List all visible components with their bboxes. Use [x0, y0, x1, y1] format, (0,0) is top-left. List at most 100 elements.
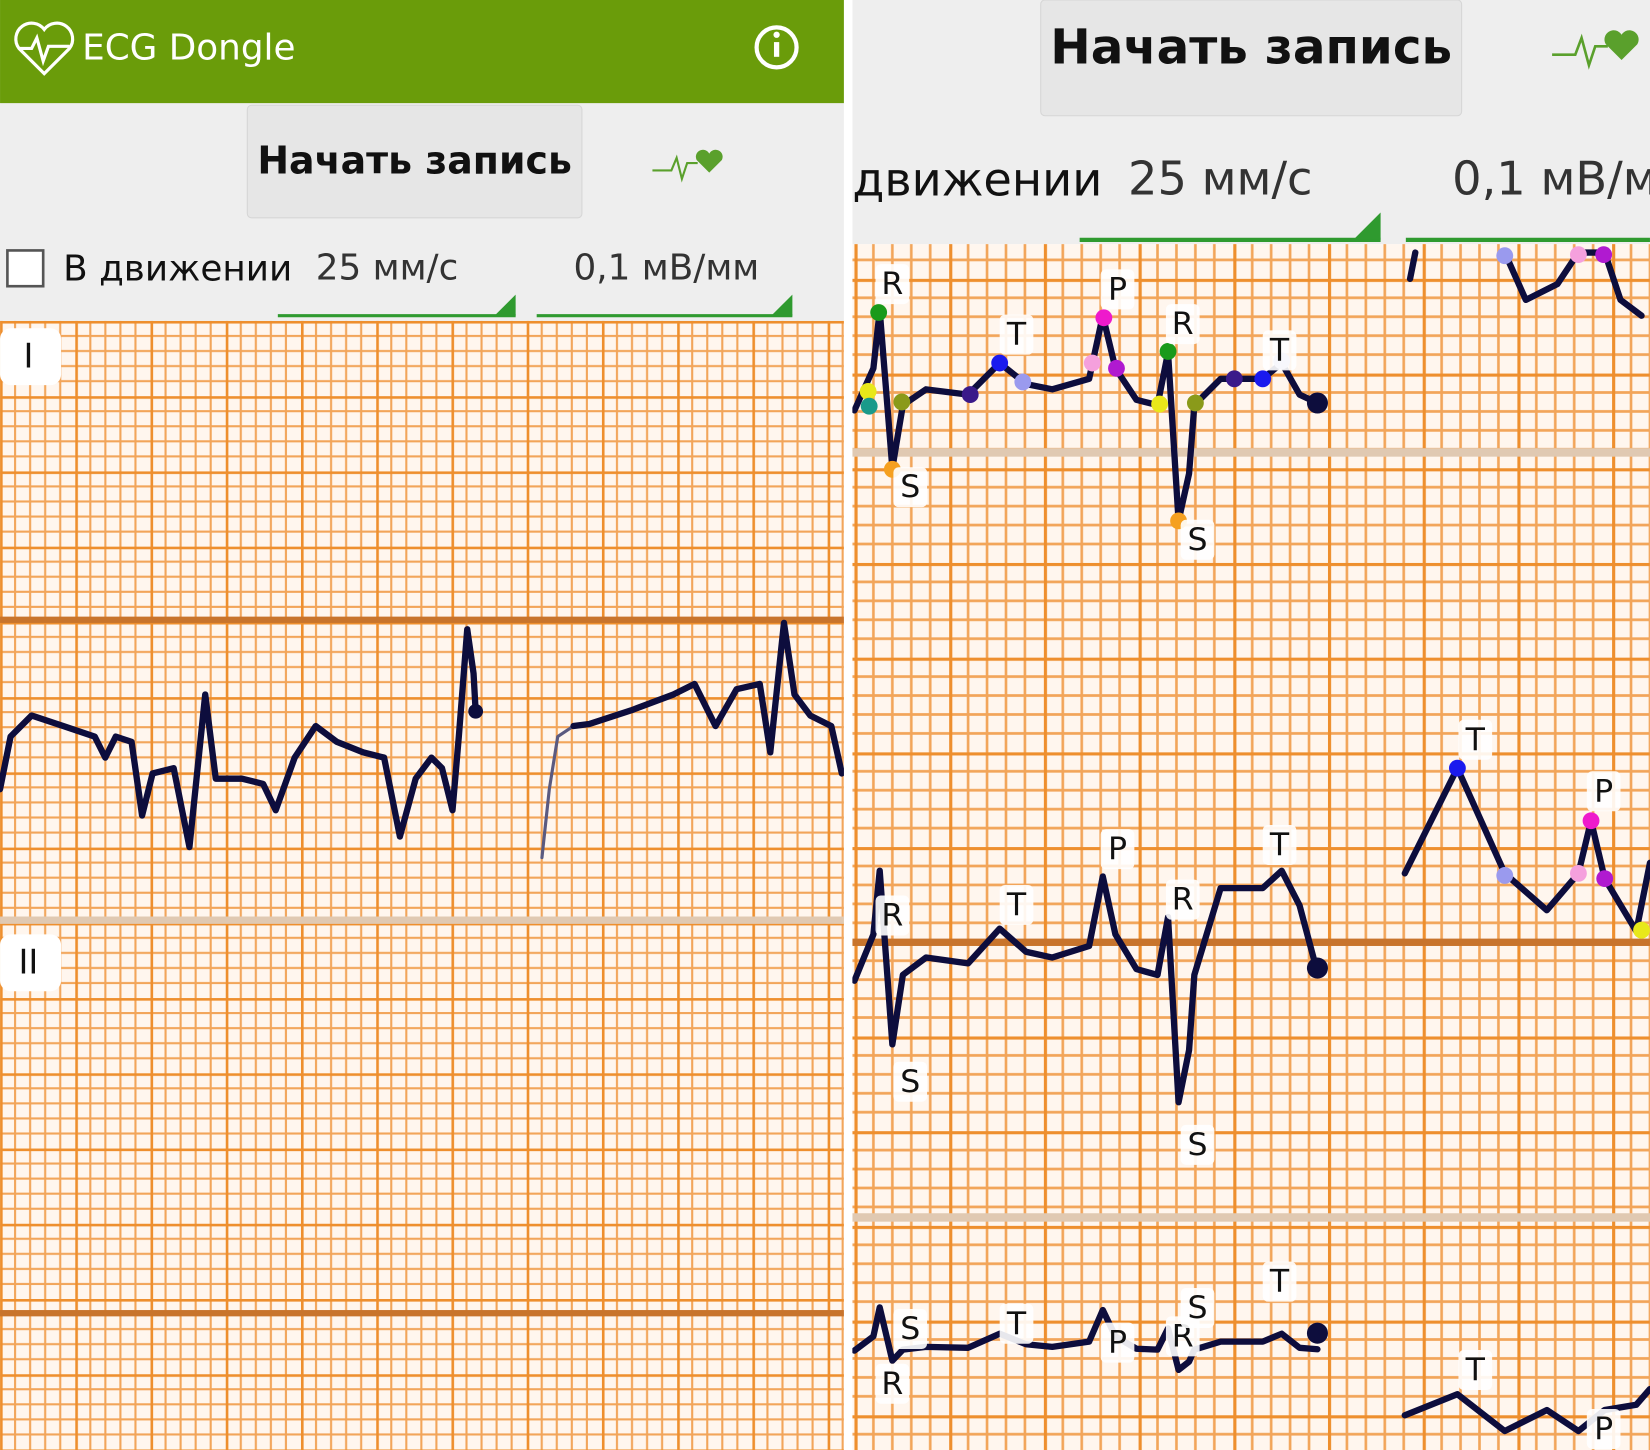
record-button-label: Начать запись: [257, 139, 572, 183]
fiducial-dot: [1496, 247, 1514, 265]
ecg-trace: [0, 626, 479, 851]
annotation-badge: [875, 895, 910, 936]
speed-spinner[interactable]: 25 мм/с: [1128, 152, 1312, 206]
lead-badge: [0, 934, 62, 992]
moving-checkbox-label: В движении: [63, 248, 292, 289]
annotation-badge: [1262, 824, 1297, 865]
fiducial-dot: [1582, 812, 1600, 830]
ecg-trace: [570, 619, 845, 777]
record-button-label: Начать запись: [1050, 20, 1452, 76]
annotation-label: R: [881, 266, 903, 302]
annotation-label: S: [1187, 1290, 1207, 1326]
annotation-badge: [1165, 879, 1200, 920]
spinner-arrow: [1353, 212, 1381, 240]
lead-label: I: [23, 336, 33, 375]
annotation-label: S: [1187, 522, 1207, 558]
fiducial-dot: [859, 383, 877, 400]
panel-gap: [843, 0, 853, 1450]
annotation-badge: [893, 1061, 928, 1102]
lead-divider: [0, 916, 844, 924]
left-panel: ECG Dongle Начать запись В движении 25 м…: [0, 0, 845, 1450]
annotation-badge: [999, 314, 1034, 355]
annotation-label: R: [881, 1366, 903, 1402]
app-title: ECG Dongle: [82, 27, 295, 68]
fiducial-dot: [1633, 921, 1650, 939]
fiducial-dot: [1225, 370, 1243, 388]
annotation-badge: [875, 1363, 910, 1404]
record-button[interactable]: [1040, 0, 1463, 117]
fiducial-dot: [1095, 309, 1113, 327]
annotation-label: T: [1269, 827, 1290, 863]
app-bar: [0, 0, 844, 104]
annotation-badge: [1100, 1322, 1135, 1363]
fiducial-dot: [1186, 394, 1204, 412]
fiducial-dot: [1254, 370, 1272, 388]
baseline: [0, 616, 844, 623]
annotation-badge: [1180, 519, 1215, 560]
annotation-label: T: [1465, 1352, 1486, 1388]
annotation-badge: [1262, 1261, 1297, 1302]
right-panel: Начать запись движении 25 мм/с 0,1 мВ/м …: [851, 0, 1650, 1450]
fiducial-dot: [991, 354, 1009, 372]
annotation-label: S: [1187, 1127, 1207, 1163]
moving-checkbox-label: движении: [852, 153, 1102, 207]
annotation-badge: [1165, 304, 1200, 345]
moving-checkbox[interactable]: [6, 249, 45, 288]
annotation-label: T: [1006, 317, 1027, 353]
annotation-label: S: [900, 469, 920, 505]
baseline: [852, 938, 1650, 946]
annotation-badge: [893, 467, 928, 508]
gain-spinner[interactable]: 0,1 мВ/м: [1452, 152, 1650, 206]
ecg-trace-fade: [540, 724, 576, 860]
heart-icon: [652, 149, 723, 183]
lead-divider: [852, 448, 1650, 457]
lead-label: II: [19, 942, 39, 981]
info-button[interactable]: [754, 25, 799, 70]
fiducial-dot: [860, 397, 878, 415]
trace-head: [468, 703, 484, 719]
fiducial-dot: [1014, 373, 1032, 391]
annotation-label: T: [1269, 1264, 1290, 1300]
ecg-trace: [851, 867, 1321, 1106]
lead-badge: [0, 328, 62, 386]
spinner-arrow: [494, 294, 516, 316]
annotation-badge: [999, 884, 1034, 925]
annotation-badge: [1100, 829, 1135, 870]
record-button[interactable]: [246, 104, 583, 219]
lead-divider: [852, 1213, 1650, 1222]
annotation-label: T: [1006, 1306, 1027, 1342]
annotation-label: P: [1108, 1325, 1127, 1361]
annotation-badge: [1100, 269, 1135, 310]
fiducial-dot: [1595, 246, 1613, 264]
annotation-badge: [1262, 330, 1297, 371]
annotation-label: R: [1172, 306, 1194, 342]
annotation-badge: [1586, 1408, 1621, 1449]
fiducial-dot: [1496, 867, 1514, 884]
annotation-label: T: [1269, 332, 1290, 368]
trace-head: [1306, 1322, 1328, 1344]
annotation-label: P: [1594, 1411, 1613, 1447]
annotation-label: S: [900, 1064, 920, 1100]
annotation-label: R: [1172, 882, 1194, 918]
gain-spinner[interactable]: 0,1 мВ/мм: [574, 247, 760, 288]
annotation-label: R: [881, 898, 903, 934]
annotation-badge: [999, 1303, 1034, 1344]
trace-head: [1306, 392, 1328, 414]
ecg-trace: [1406, 249, 1419, 283]
speed-spinner[interactable]: 25 мм/с: [316, 247, 459, 288]
baseline: [0, 1310, 844, 1317]
heart-icon: [1552, 30, 1639, 70]
annotation-label: P: [1594, 773, 1613, 809]
annotation-label: T: [1465, 722, 1486, 758]
annotation-badge: [875, 264, 910, 305]
annotation-badge: [1458, 1350, 1493, 1391]
spinner-arrow: [771, 294, 793, 316]
app-icon: [14, 21, 75, 76]
ecg-grid: [0, 320, 844, 1450]
annotation-label: S: [900, 1311, 920, 1347]
annotation-badge: [1180, 1124, 1215, 1165]
ecg-grid: [852, 244, 1650, 1450]
fiducial-dot: [1159, 343, 1177, 360]
trace-head: [1306, 957, 1328, 979]
